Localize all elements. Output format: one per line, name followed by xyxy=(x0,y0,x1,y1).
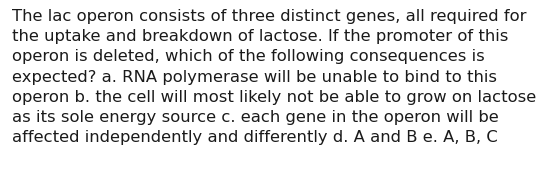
Text: The lac operon consists of three distinct genes, all required for
the uptake and: The lac operon consists of three distinc… xyxy=(12,9,537,145)
